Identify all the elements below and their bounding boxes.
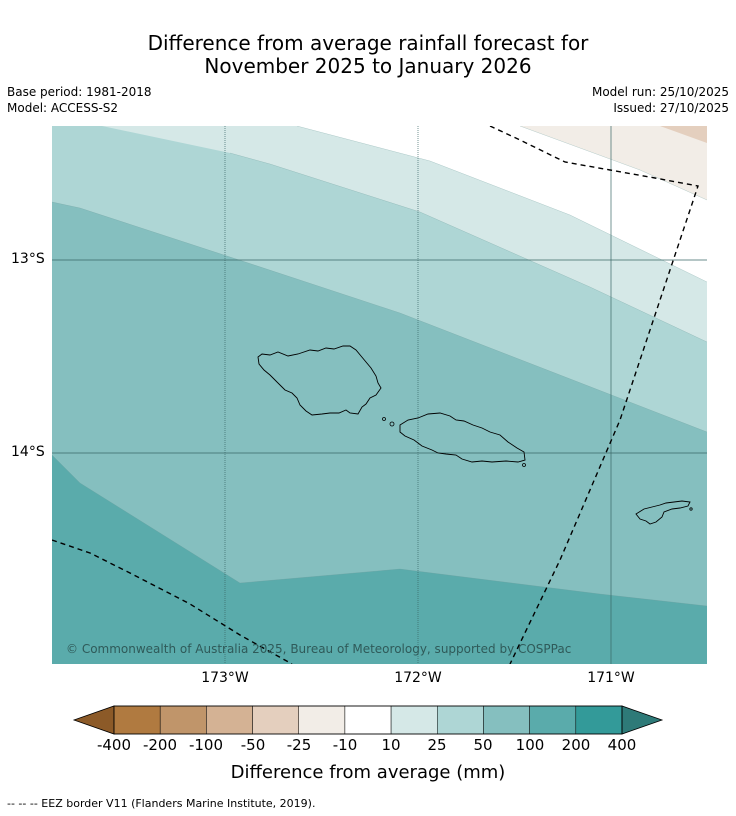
- tick-label: 25: [427, 736, 447, 754]
- tick-label: -100: [188, 736, 224, 754]
- islet-4: [689, 507, 693, 511]
- eez-border: [52, 126, 699, 664]
- colorbar-bin: [113, 705, 161, 735]
- issued-date: Issued: 27/10/2025: [613, 101, 729, 115]
- colorbar-bin: [437, 705, 484, 735]
- tick-label: 100: [515, 736, 545, 754]
- tick-label: -400: [96, 736, 132, 754]
- tick-label: 400: [607, 736, 637, 754]
- islet-1: [382, 417, 386, 421]
- lat-label-13s: 13°S: [11, 251, 45, 267]
- title-line-1: Difference from average rainfall forecas…: [147, 31, 589, 55]
- model-name: Model: ACCESS-S2: [7, 101, 119, 115]
- colorbar-bin: [206, 705, 253, 735]
- island-upolu: [399, 412, 526, 463]
- model-run: Model run: 25/10/2025: [591, 85, 729, 99]
- colorbar-over: [621, 705, 664, 735]
- colorbar-under: [72, 705, 115, 735]
- map-frame: [52, 126, 707, 664]
- colorbar: [72, 705, 664, 735]
- lat-label-14s: 14°S: [11, 444, 45, 460]
- tick-label: -200: [142, 736, 178, 754]
- gridlines: [52, 126, 707, 664]
- colorbar-bin: [575, 705, 623, 735]
- lon-label-171w: 171°W: [587, 670, 635, 686]
- band-minus-25-10: [520, 126, 707, 200]
- tick-label: 50: [473, 736, 493, 754]
- tick-label: -25: [286, 736, 312, 754]
- colorbar-bin: [298, 705, 346, 735]
- colorbar-bin: [390, 705, 438, 735]
- copyright-notice: © Commonwealth of Australia 2025, Bureau…: [66, 642, 572, 656]
- eez-footnote: -- -- -- EEZ border V11 (Flanders Marine…: [7, 797, 316, 810]
- band-minus-50-25: [660, 126, 707, 143]
- islet-2: [389, 421, 395, 427]
- tick-label: -10: [332, 736, 358, 754]
- colorbar-label: Difference from average (mm): [230, 762, 506, 783]
- colorbar-bin: [344, 705, 392, 735]
- band-neutral: [297, 126, 707, 282]
- title-line-2: November 2025 to January 2026: [204, 54, 532, 78]
- base-period: Base period: 1981-2018: [7, 85, 152, 99]
- island-savaii: [257, 345, 382, 416]
- islet-3: [522, 463, 526, 467]
- tick-label: -50: [240, 736, 266, 754]
- lon-label-172w: 172°W: [394, 670, 442, 686]
- colorbar-bin: [252, 705, 299, 735]
- colorbar-bin: [159, 705, 207, 735]
- tick-label: 10: [381, 736, 401, 754]
- lon-label-173w: 173°W: [201, 670, 249, 686]
- tick-label: 200: [561, 736, 591, 754]
- colorbar-bin: [483, 705, 530, 735]
- island-tutuila: [635, 500, 691, 525]
- colorbar-bin: [529, 705, 577, 735]
